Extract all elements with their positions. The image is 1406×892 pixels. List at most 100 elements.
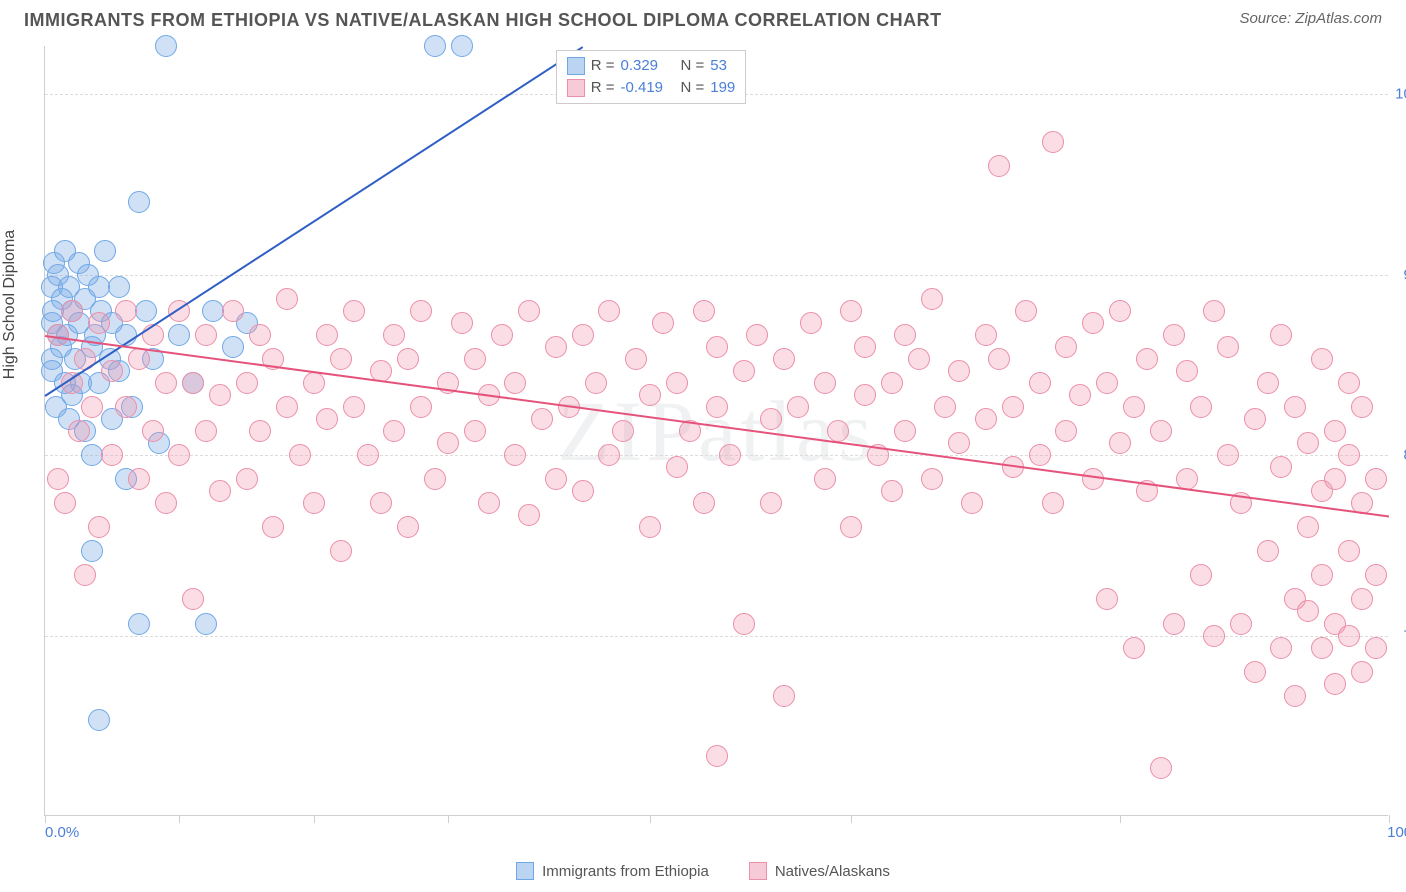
data-point <box>639 384 661 406</box>
data-point <box>1284 685 1306 707</box>
data-point <box>1029 372 1051 394</box>
data-point <box>1311 637 1333 659</box>
data-point <box>545 336 567 358</box>
data-point <box>195 420 217 442</box>
data-point <box>330 348 352 370</box>
chart-title: IMMIGRANTS FROM ETHIOPIA VS NATIVE/ALASK… <box>24 10 942 31</box>
data-point <box>303 492 325 514</box>
x-tick <box>448 815 449 823</box>
data-point <box>612 420 634 442</box>
data-point <box>1311 564 1333 586</box>
data-point <box>1190 396 1212 418</box>
data-point <box>1351 661 1373 683</box>
data-point <box>155 372 177 394</box>
data-point <box>236 468 258 490</box>
data-point <box>1270 637 1292 659</box>
data-point <box>128 468 150 490</box>
scatter-chart: ZIPatlas 77.5%85.0%92.5%100.0%0.0%100.0%… <box>44 46 1388 816</box>
data-point <box>1270 324 1292 346</box>
data-point <box>343 396 365 418</box>
data-point <box>491 324 513 346</box>
data-point <box>1297 432 1319 454</box>
data-point <box>854 384 876 406</box>
data-point <box>1297 600 1319 622</box>
data-point <box>88 709 110 731</box>
data-point <box>155 492 177 514</box>
data-point <box>437 432 459 454</box>
data-point <box>1351 396 1373 418</box>
n-value: 199 <box>710 77 735 99</box>
data-point <box>1042 492 1064 514</box>
x-tick <box>179 815 180 823</box>
data-point <box>74 564 96 586</box>
r-label: R = <box>591 55 615 77</box>
stats-legend: R = 0.329 N = 53R = -0.419 N = 199 <box>556 50 747 104</box>
data-point <box>814 468 836 490</box>
data-point <box>68 420 90 442</box>
data-point <box>1338 444 1360 466</box>
y-axis-label: High School Diploma <box>1 230 19 379</box>
data-point <box>88 276 110 298</box>
data-point <box>975 324 997 346</box>
data-point <box>182 372 204 394</box>
data-point <box>1109 300 1131 322</box>
data-point <box>881 372 903 394</box>
data-point <box>518 300 540 322</box>
data-point <box>209 480 231 502</box>
data-point <box>948 360 970 382</box>
data-point <box>108 276 130 298</box>
data-point <box>195 613 217 635</box>
n-value: 53 <box>710 55 727 77</box>
data-point <box>1365 468 1387 490</box>
data-point <box>1002 396 1024 418</box>
gridline <box>45 455 1388 456</box>
legend-label: Immigrants from Ethiopia <box>542 863 709 880</box>
data-point <box>1311 348 1333 370</box>
data-point <box>303 372 325 394</box>
data-point <box>894 420 916 442</box>
data-point <box>195 324 217 346</box>
data-point <box>666 456 688 478</box>
data-point <box>733 360 755 382</box>
data-point <box>424 35 446 57</box>
data-point <box>1351 588 1373 610</box>
data-point <box>706 396 728 418</box>
data-point <box>1150 420 1172 442</box>
data-point <box>854 336 876 358</box>
data-point <box>1338 372 1360 394</box>
data-point <box>1338 540 1360 562</box>
data-point <box>289 444 311 466</box>
data-point <box>74 348 96 370</box>
data-point <box>1055 420 1077 442</box>
data-point <box>639 516 661 538</box>
y-tick-label: 92.5% <box>1394 266 1406 283</box>
data-point <box>934 396 956 418</box>
data-point <box>1150 757 1172 779</box>
data-point <box>545 468 567 490</box>
data-point <box>222 300 244 322</box>
data-point <box>988 348 1010 370</box>
data-point <box>814 372 836 394</box>
data-point <box>142 420 164 442</box>
data-point <box>921 288 943 310</box>
data-point <box>531 408 553 430</box>
data-point <box>706 336 728 358</box>
data-point <box>975 408 997 430</box>
data-point <box>236 372 258 394</box>
legend-item: Immigrants from Ethiopia <box>516 862 709 880</box>
data-point <box>343 300 365 322</box>
data-point <box>827 420 849 442</box>
data-point <box>451 35 473 57</box>
data-point <box>397 348 419 370</box>
data-point <box>598 444 620 466</box>
data-point <box>504 372 526 394</box>
data-point <box>88 516 110 538</box>
data-point <box>168 444 190 466</box>
legend-swatch <box>567 79 585 97</box>
data-point <box>168 324 190 346</box>
data-point <box>1257 372 1279 394</box>
x-tick-label: 0.0% <box>45 824 79 841</box>
legend-swatch <box>516 862 534 880</box>
data-point <box>464 420 486 442</box>
data-point <box>135 300 157 322</box>
